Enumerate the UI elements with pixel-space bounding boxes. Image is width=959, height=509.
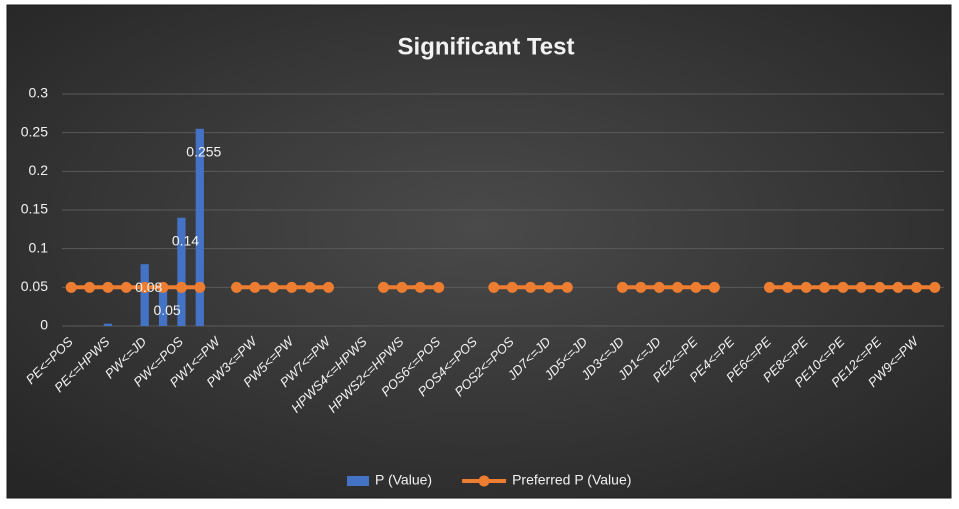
line-marker [819,281,831,293]
bar [103,323,113,326]
legend-swatch [347,476,369,486]
data-label: 0.255 [186,144,221,160]
line-marker [929,281,941,293]
legend-label: P (Value) [375,472,432,488]
line-marker [635,281,647,293]
line-marker [433,281,445,293]
y-tick-label: 0.25 [21,123,48,139]
y-tick-label: 0.3 [29,85,49,101]
line-marker [525,281,537,293]
line-marker [543,281,555,293]
line-marker [231,281,243,293]
line-marker [65,281,77,293]
line-marker [874,281,886,293]
line-marker [414,281,426,293]
line-marker [488,281,500,293]
line-marker [837,281,849,293]
line-marker [139,281,151,293]
data-label: 0.14 [172,232,199,248]
y-tick-label: 0 [40,317,48,333]
legend-label: Preferred P (Value) [512,472,631,488]
y-tick-label: 0.15 [21,201,48,217]
line-marker [855,281,867,293]
bar [195,128,204,326]
line-marker [910,281,922,293]
line-marker [322,281,334,293]
line-marker [102,281,114,293]
bar [158,287,168,326]
line-marker [800,281,812,293]
line-marker [378,281,390,293]
line-marker [763,281,775,293]
legend-swatch [478,475,490,487]
line-marker [506,281,518,293]
bar [140,264,149,326]
line-marker [304,281,316,293]
chart-title: Significant Test [398,33,575,60]
line-marker [267,281,279,293]
line-marker [892,281,904,293]
line-marker [616,281,628,293]
line-marker [84,281,96,293]
line-marker [286,281,298,293]
line-marker [396,281,408,293]
line-marker [249,281,261,293]
line-marker [561,281,573,293]
data-label: 0.05 [153,302,180,318]
y-tick-label: 0.05 [21,278,48,294]
line-marker [672,281,684,293]
line-marker [690,281,702,293]
data-label: 0.08 [135,279,162,295]
line-marker [157,281,169,293]
chart-background [6,4,952,499]
line-marker [120,281,132,293]
line-marker [194,281,206,293]
y-tick-label: 0.2 [29,162,49,178]
y-tick-label: 0.1 [29,239,49,255]
line-marker [708,281,720,293]
line-marker [175,281,187,293]
bar [177,217,186,326]
line-marker [653,281,665,293]
line-marker [782,281,794,293]
